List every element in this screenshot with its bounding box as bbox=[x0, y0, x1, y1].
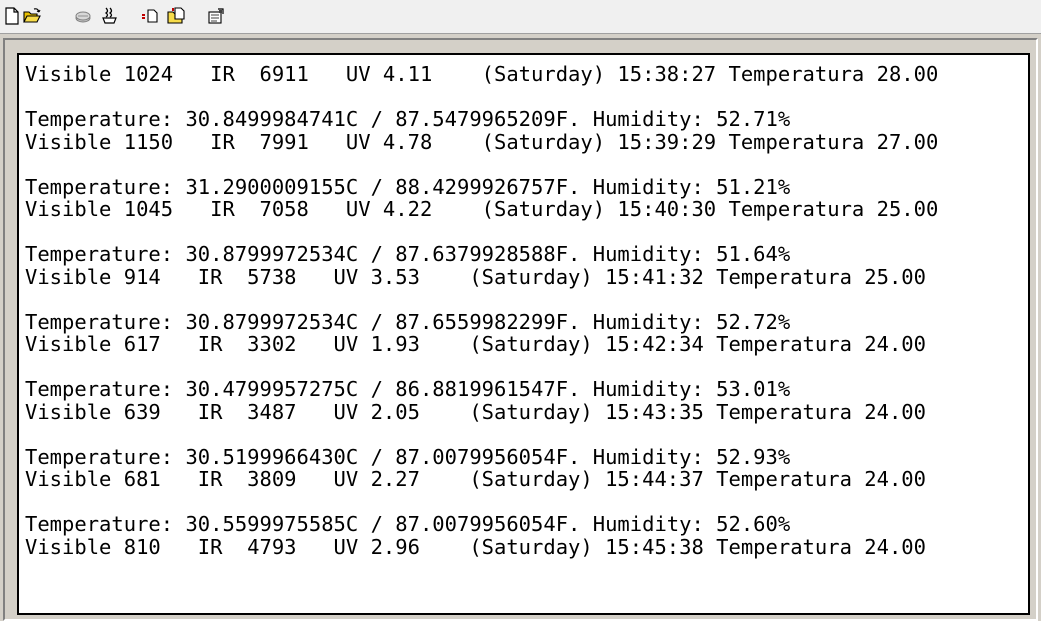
output-line: Visible 914 IR 5738 UV 3.53 (Saturday) 1… bbox=[25, 264, 926, 289]
output-line: Temperature: 30.8799972534C / 87.6559982… bbox=[25, 309, 791, 334]
output-line bbox=[25, 356, 938, 379]
terminal-output[interactable]: Visible 1024 IR 6911 UV 4.11 (Saturday) … bbox=[17, 53, 1030, 615]
coffee-tool-icon[interactable] bbox=[101, 7, 119, 25]
output-line: Temperature: 30.5199966430C / 87.0079956… bbox=[25, 444, 791, 469]
paste-folder-icon[interactable] bbox=[167, 7, 185, 25]
output-line bbox=[25, 423, 938, 446]
output-line: Temperature: 30.4799957275C / 86.8819961… bbox=[25, 377, 791, 401]
properties-icon[interactable] bbox=[207, 7, 225, 25]
output-line: Temperature: 31.2900009155C / 88.4299926… bbox=[25, 174, 791, 199]
output-line bbox=[25, 221, 938, 244]
copy-icon[interactable] bbox=[141, 7, 159, 25]
output-line: Visible 1150 IR 7991 UV 4.78 (Saturday) … bbox=[25, 129, 939, 154]
output-line: Visible 639 IR 3487 UV 2.05 (Saturday) 1… bbox=[25, 399, 926, 424]
output-line: Temperature: 30.5599975585C / 87.0079956… bbox=[25, 512, 791, 536]
output-line: Visible 810 IR 4793 UV 2.96 (Saturday) 1… bbox=[25, 534, 926, 559]
output-line: Visible 1045 IR 7058 UV 4.22 (Saturday) … bbox=[25, 197, 939, 221]
output-line bbox=[25, 491, 938, 514]
output-line: Visible 1024 IR 6911 UV 4.11 (Saturday) … bbox=[25, 62, 939, 86]
output-line: Visible 617 IR 3302 UV 1.93 (Saturday) 1… bbox=[25, 332, 926, 356]
output-line: Temperature: 30.8799972534C / 87.6379928… bbox=[25, 242, 791, 266]
output-line bbox=[25, 86, 938, 109]
output-line: Visible 681 IR 3809 UV 2.27 (Saturday) 1… bbox=[25, 467, 926, 491]
output-line: Temperature: 30.8499984741C / 87.5479965… bbox=[25, 107, 791, 131]
new-file-icon[interactable] bbox=[3, 7, 21, 25]
output-line bbox=[25, 153, 938, 176]
output-lines: Visible 1024 IR 6911 UV 4.11 (Saturday) … bbox=[25, 63, 938, 558]
toolbar bbox=[0, 0, 1041, 34]
disk-icon[interactable] bbox=[74, 7, 92, 25]
output-line bbox=[25, 288, 938, 311]
open-folder-icon[interactable] bbox=[23, 7, 41, 25]
